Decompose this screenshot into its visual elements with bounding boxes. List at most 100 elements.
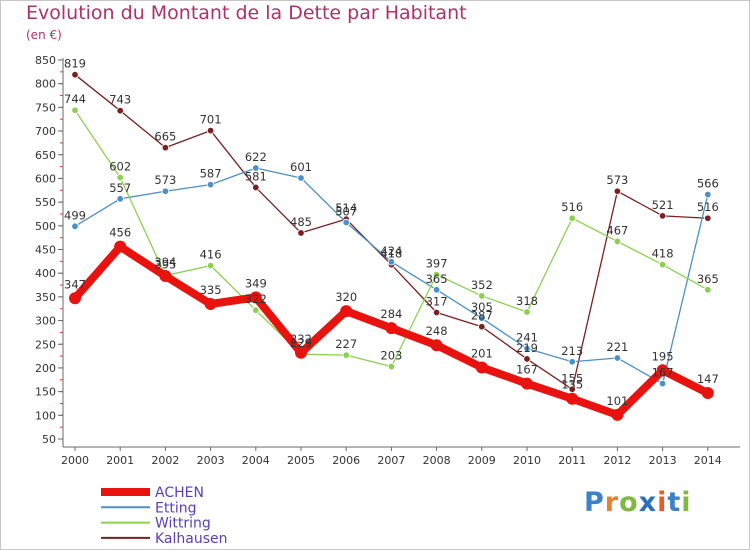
data-point-kalhausen <box>523 355 531 363</box>
data-point-kalhausen <box>161 143 170 152</box>
y-tick-label: 450 <box>35 244 56 257</box>
data-label-kalhausen: 418 <box>380 247 402 261</box>
chart-data-labels: 819 743 665 701 581 485 514 418 317 287 219 155 573 5… <box>64 57 719 408</box>
data-label-kalhausen: 819 <box>64 57 86 71</box>
x-tick-label: 2003 <box>197 454 225 467</box>
data-label-achen: 248 <box>426 324 448 338</box>
data-label-kalhausen: 219 <box>516 341 538 355</box>
data-point-etting <box>478 314 486 322</box>
data-label-wittring: 395 <box>154 258 176 272</box>
data-label-achen: 284 <box>380 307 402 321</box>
data-point-etting <box>71 222 79 230</box>
logo-letter: o <box>619 487 639 518</box>
data-label-achen: 320 <box>335 290 357 304</box>
x-tick-label: 2013 <box>649 454 677 467</box>
logo-letter: i <box>681 487 692 518</box>
data-point-achen <box>566 392 579 405</box>
logo-letter: t <box>667 487 682 518</box>
data-point-achen <box>295 346 307 359</box>
x-tick-label: 2005 <box>287 454 315 467</box>
data-point-etting <box>432 286 441 294</box>
data-point-achen <box>521 377 533 390</box>
x-tick-label: 2002 <box>151 454 179 467</box>
legend-label-etting: Etting <box>155 500 196 516</box>
data-label-etting: 221 <box>606 340 628 354</box>
data-point-achen <box>475 361 488 374</box>
x-tick-label: 2009 <box>468 454 496 467</box>
data-label-kalhausen: 701 <box>200 113 222 127</box>
data-label-wittring: 229 <box>290 336 312 350</box>
data-label-achen: 167 <box>516 363 538 377</box>
data-point-kalhausen <box>568 385 576 393</box>
data-label-kalhausen: 743 <box>109 93 131 107</box>
data-label-achen: 394 <box>154 255 176 269</box>
data-label-etting: 587 <box>200 167 222 181</box>
data-point-wittring <box>252 306 260 314</box>
y-tick-label: 750 <box>35 101 56 114</box>
chart-title: Evolution du Montant de la Dette par Hab… <box>26 2 467 24</box>
data-label-wittring: 602 <box>109 159 131 173</box>
data-point-etting <box>704 190 712 199</box>
data-point-wittring <box>342 351 350 359</box>
data-label-wittring: 203 <box>380 349 402 363</box>
data-label-etting: 557 <box>109 181 131 195</box>
data-point-wittring <box>432 270 441 279</box>
x-tick-label: 2008 <box>423 454 451 467</box>
proxiti-logo: Proxiti <box>584 487 692 518</box>
y-tick-label: 500 <box>35 220 56 233</box>
x-tick-label: 2011 <box>558 454 586 467</box>
data-point-kalhausen <box>71 70 79 79</box>
data-point-etting <box>613 354 622 362</box>
data-label-wittring: 318 <box>516 294 538 308</box>
data-point-wittring <box>71 106 79 114</box>
data-label-kalhausen: 516 <box>697 200 719 214</box>
y-tick-label: 50 <box>42 433 56 446</box>
logo-letter: r <box>604 487 620 518</box>
data-point-kalhausen <box>116 106 124 115</box>
legend-label-achen: ACHEN <box>155 485 204 501</box>
data-label-etting: 573 <box>154 173 176 187</box>
data-point-kalhausen <box>206 126 215 135</box>
data-point-achen <box>114 240 127 253</box>
data-point-achen <box>249 291 262 304</box>
data-point-etting <box>342 218 350 227</box>
data-point-achen <box>701 387 714 400</box>
data-label-wittring: 352 <box>471 278 493 292</box>
y-tick-label: 150 <box>35 386 56 399</box>
data-label-kalhausen: 514 <box>335 201 357 215</box>
data-point-achen <box>385 322 398 335</box>
x-tick-label: 2000 <box>61 454 89 467</box>
data-label-etting: 167 <box>652 366 674 380</box>
y-tick-label: 600 <box>35 172 56 185</box>
data-point-achen <box>340 305 353 318</box>
data-label-achen: 101 <box>606 394 628 408</box>
data-point-etting <box>523 344 531 353</box>
y-tick-label: 550 <box>35 196 56 209</box>
data-point-etting <box>161 187 170 195</box>
y-tick-label: 700 <box>35 125 56 138</box>
data-label-kalhausen: 485 <box>290 215 312 229</box>
data-label-achen: 456 <box>109 226 131 240</box>
data-point-wittring <box>568 214 576 222</box>
y-tick-label: 800 <box>35 78 56 91</box>
data-point-wittring <box>613 237 622 246</box>
data-point-achen <box>204 297 217 310</box>
data-point-wittring <box>523 308 531 316</box>
legend-label-kalhausen: Kalhausen <box>155 531 228 547</box>
data-point-etting <box>568 358 576 366</box>
data-point-wittring <box>206 261 215 270</box>
data-point-achen <box>159 270 172 283</box>
data-label-achen: 147 <box>697 372 719 386</box>
y-tick-label: 650 <box>35 149 56 162</box>
data-point-kalhausen <box>297 229 305 237</box>
data-label-achen: 201 <box>471 346 493 360</box>
data-label-kalhausen: 581 <box>245 169 267 183</box>
y-tick-label: 200 <box>35 362 56 375</box>
data-point-etting <box>387 258 396 266</box>
data-label-wittring: 416 <box>200 248 222 262</box>
data-label-wittring: 418 <box>652 247 674 261</box>
logo-letter: P <box>584 487 605 518</box>
data-point-kalhausen <box>478 323 486 331</box>
